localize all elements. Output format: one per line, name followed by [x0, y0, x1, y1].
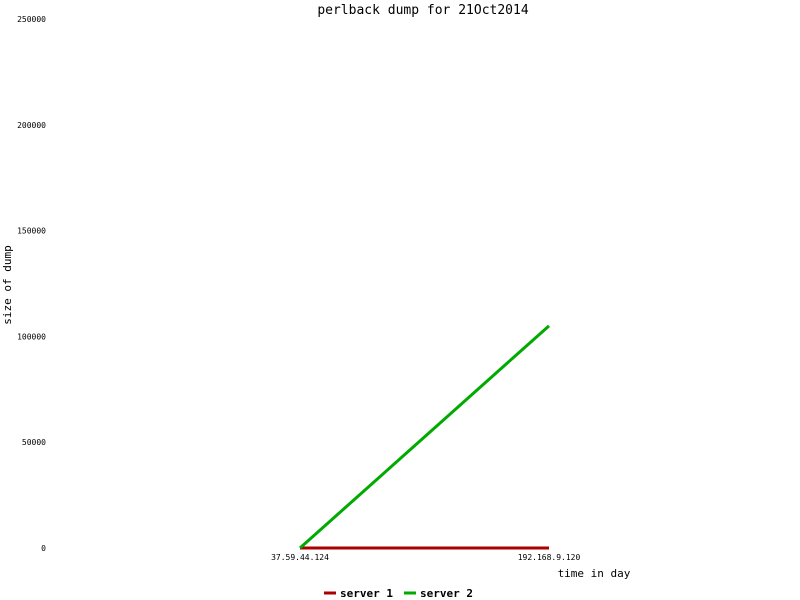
series-lines: [299, 324, 550, 550]
y-tick-labels: 0 50000 100000 150000 200000 250000: [17, 15, 46, 553]
x-axis-label: time in day: [558, 567, 631, 580]
y-tick-label: 50000: [22, 438, 46, 447]
y-tick-label: 250000: [17, 15, 46, 24]
x-tick-label: 192.168.9.120: [518, 553, 581, 562]
chart-title: perlback dump for 21Oct2014: [317, 3, 528, 18]
legend-label: server 1: [340, 587, 393, 600]
series-line-server-2: [299, 324, 550, 550]
x-tick-label: 37.59.44.124: [271, 553, 329, 562]
y-tick-label: 100000: [17, 332, 46, 341]
legend: server 1 server 2: [324, 587, 473, 600]
legend-label: server 2: [420, 587, 473, 600]
y-axis-label: size of dump: [1, 245, 14, 324]
y-tick-label: 0: [41, 544, 46, 553]
y-tick-label: 150000: [17, 227, 46, 236]
x-tick-labels: 37.59.44.124 192.168.9.120: [271, 553, 580, 562]
y-tick-label: 200000: [17, 121, 46, 130]
